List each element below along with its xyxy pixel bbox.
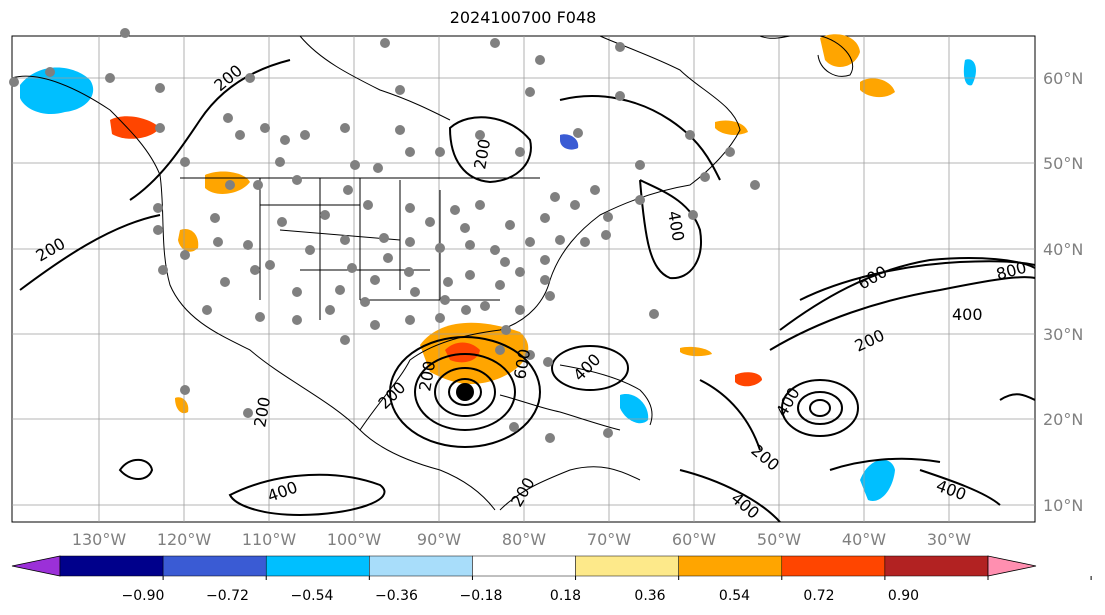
colorbar-tick-label: 0.72: [803, 588, 834, 604]
lon-label: 70°W: [587, 530, 631, 549]
map-panel: [9, 28, 1036, 523]
fill-blob: [680, 346, 712, 357]
lon-label: 90°W: [417, 530, 461, 549]
colorbar-tick-label: 0.54: [719, 588, 750, 604]
colorbar-tick-label: −0.36: [375, 588, 418, 604]
fill-blob: [178, 228, 199, 252]
lon-label: 120°W: [157, 530, 212, 549]
colorbar-tick-label: 0.18: [550, 588, 581, 604]
colorbar-over-triangle: [987, 555, 1037, 577]
lat-label: 50°N: [1043, 154, 1083, 173]
plot-title: 2024100700 F048: [449, 8, 597, 27]
colorbar-under-triangle: [11, 555, 61, 577]
lat-label: 40°N: [1043, 240, 1083, 259]
colorbar-tick-label: −0.90: [122, 588, 165, 604]
lat-label: 30°N: [1043, 325, 1083, 344]
anomaly-fills: [20, 34, 976, 501]
fill-blob: [820, 34, 860, 67]
lat-label: 20°N: [1043, 410, 1083, 429]
fill-blob: [735, 372, 762, 387]
lon-label: 40°W: [842, 530, 886, 549]
lon-label: 30°W: [927, 530, 971, 549]
fill-blob: [860, 78, 895, 98]
fill-blob: [175, 397, 189, 414]
colorbar-cell: [472, 555, 576, 577]
colorbar-tick-label: 0.90: [888, 588, 919, 604]
colorbar-cell: [369, 555, 473, 577]
colorbar-cell: [884, 555, 989, 577]
lat-label: 10°N: [1043, 496, 1083, 515]
fill-blob: [963, 59, 976, 86]
colorbar-tick-label: −0.72: [206, 588, 249, 604]
colorbar-tick-label: −0.54: [291, 588, 334, 604]
storm-center: [456, 383, 474, 401]
colorbar-cell: [781, 555, 886, 577]
lat-axis: 60°N 50°N 40°N 30°N 20°N 10°N: [1043, 69, 1083, 515]
fill-blob: [20, 67, 94, 115]
lat-label: 60°N: [1043, 69, 1083, 88]
fill-blob: [445, 342, 480, 363]
lon-label: 100°W: [327, 530, 382, 549]
contours: [19, 59, 1036, 523]
fill-blob: [620, 394, 649, 424]
colorbar-cell: [162, 555, 267, 577]
colorbar-cell: [575, 555, 679, 577]
lon-label: 50°W: [757, 530, 801, 549]
fill-blob: [860, 459, 895, 501]
colorbar: −0.90 −0.72 −0.54 −0.36 −0.18 0.18 0.36 0.54 0.7…: [11, 555, 1092, 604]
lon-label: 80°W: [502, 530, 546, 549]
lon-axis: 130°W 120°W 110°W 100°W 90°W 80°W 70°W 6…: [72, 530, 971, 549]
colorbar-tick-label: 0.36: [634, 588, 665, 604]
graticule: [12, 36, 1035, 522]
fill-blob: [560, 134, 579, 150]
lon-label: 60°W: [672, 530, 716, 549]
colorbar-cell: [265, 555, 370, 577]
lon-label: 110°W: [242, 530, 297, 549]
fill-blob: [110, 116, 160, 139]
lon-label: 130°W: [72, 530, 127, 549]
station-markers: [9, 28, 760, 443]
colorbar-tick-label: −0.18: [460, 588, 503, 604]
coastlines: [11, 35, 854, 511]
contour-label: 400: [952, 305, 983, 324]
colorbar-cell: [59, 555, 164, 577]
colorbar-cell: [678, 555, 783, 577]
